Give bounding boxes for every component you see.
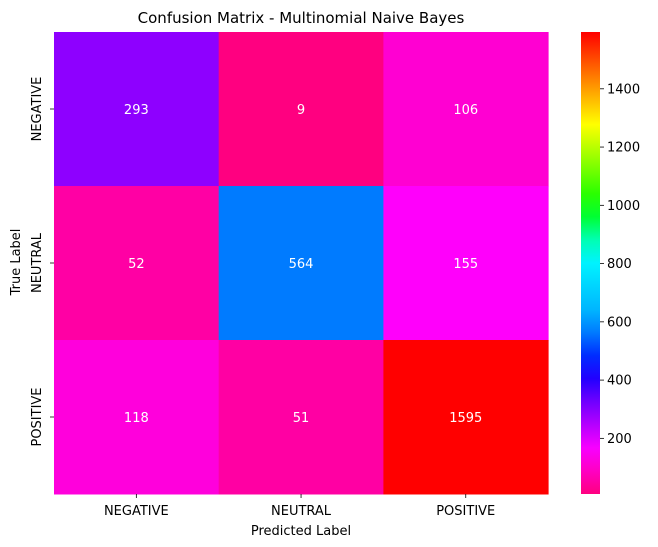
cell-value-label: 9 <box>297 103 305 118</box>
heatmap-cell <box>383 32 549 187</box>
y-tick-label: NEGATIVE <box>30 77 45 142</box>
chart-title: Confusion Matrix - Multinomial Naive Bay… <box>138 9 465 27</box>
heatmap-cell <box>218 340 384 495</box>
cell-value-label: 1595 <box>449 411 482 426</box>
cell-value-label: 118 <box>124 411 149 426</box>
colorbar-ticks: 200 400 600 800 1000 1200 1400 <box>600 82 640 447</box>
x-axis-ticks: NEGATIVE NEUTRAL POSITIVE <box>104 494 495 519</box>
cell-value-label: 293 <box>124 103 149 118</box>
colorbar-tick-label: 1000 <box>607 199 640 214</box>
heatmap-cell <box>54 186 220 341</box>
cell-value-label: 564 <box>289 257 314 272</box>
y-tick-label: NEUTRAL <box>30 232 45 293</box>
heatmap-cell <box>383 186 549 341</box>
heatmap-cell <box>383 340 549 495</box>
colorbar-tick-label: 400 <box>607 374 632 389</box>
colorbar-tick-label: 800 <box>607 257 632 272</box>
y-axis-label: True Label <box>9 229 24 297</box>
colorbar <box>581 32 600 494</box>
y-tick-label: POSITIVE <box>30 387 45 446</box>
x-tick-label: POSITIVE <box>436 504 495 519</box>
x-axis-label: Predicted Label <box>251 524 351 539</box>
colorbar-tick-label: 1200 <box>607 141 640 156</box>
cell-value-label: 106 <box>453 103 478 118</box>
heatmap-cell <box>218 32 384 187</box>
cell-annotations: 293 9 106 52 564 155 118 51 1595 <box>124 103 482 426</box>
colorbar-tick-label: 600 <box>607 315 632 330</box>
heatmap-cell <box>218 186 384 341</box>
colorbar-tick-label: 200 <box>607 432 632 447</box>
cell-value-label: 51 <box>293 411 310 426</box>
x-tick-label: NEUTRAL <box>271 504 332 519</box>
cell-value-label: 155 <box>453 257 478 272</box>
heatmap-cells <box>54 32 549 495</box>
heatmap-cell <box>54 32 220 187</box>
heatmap-cell <box>54 340 220 495</box>
y-axis-ticks: NEGATIVE NEUTRAL POSITIVE <box>30 77 54 447</box>
colorbar-tick-label: 1400 <box>607 82 640 97</box>
cell-value-label: 52 <box>128 257 145 272</box>
x-tick-label: NEGATIVE <box>104 504 169 519</box>
